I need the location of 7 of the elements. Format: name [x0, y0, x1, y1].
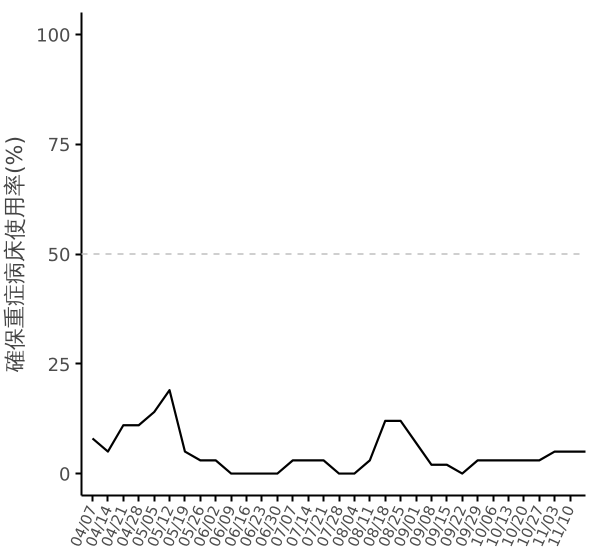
line-series — [91, 389, 586, 475]
y-tick-label: 0 — [59, 464, 70, 486]
y-axis-title: 確保重症病床使用率(%) — [3, 136, 28, 374]
y-tick-label: 50 — [48, 245, 70, 266]
y-tick-label: 100 — [36, 25, 71, 46]
y-tick-label: 25 — [48, 354, 70, 376]
y-tick-label: 75 — [48, 135, 70, 156]
